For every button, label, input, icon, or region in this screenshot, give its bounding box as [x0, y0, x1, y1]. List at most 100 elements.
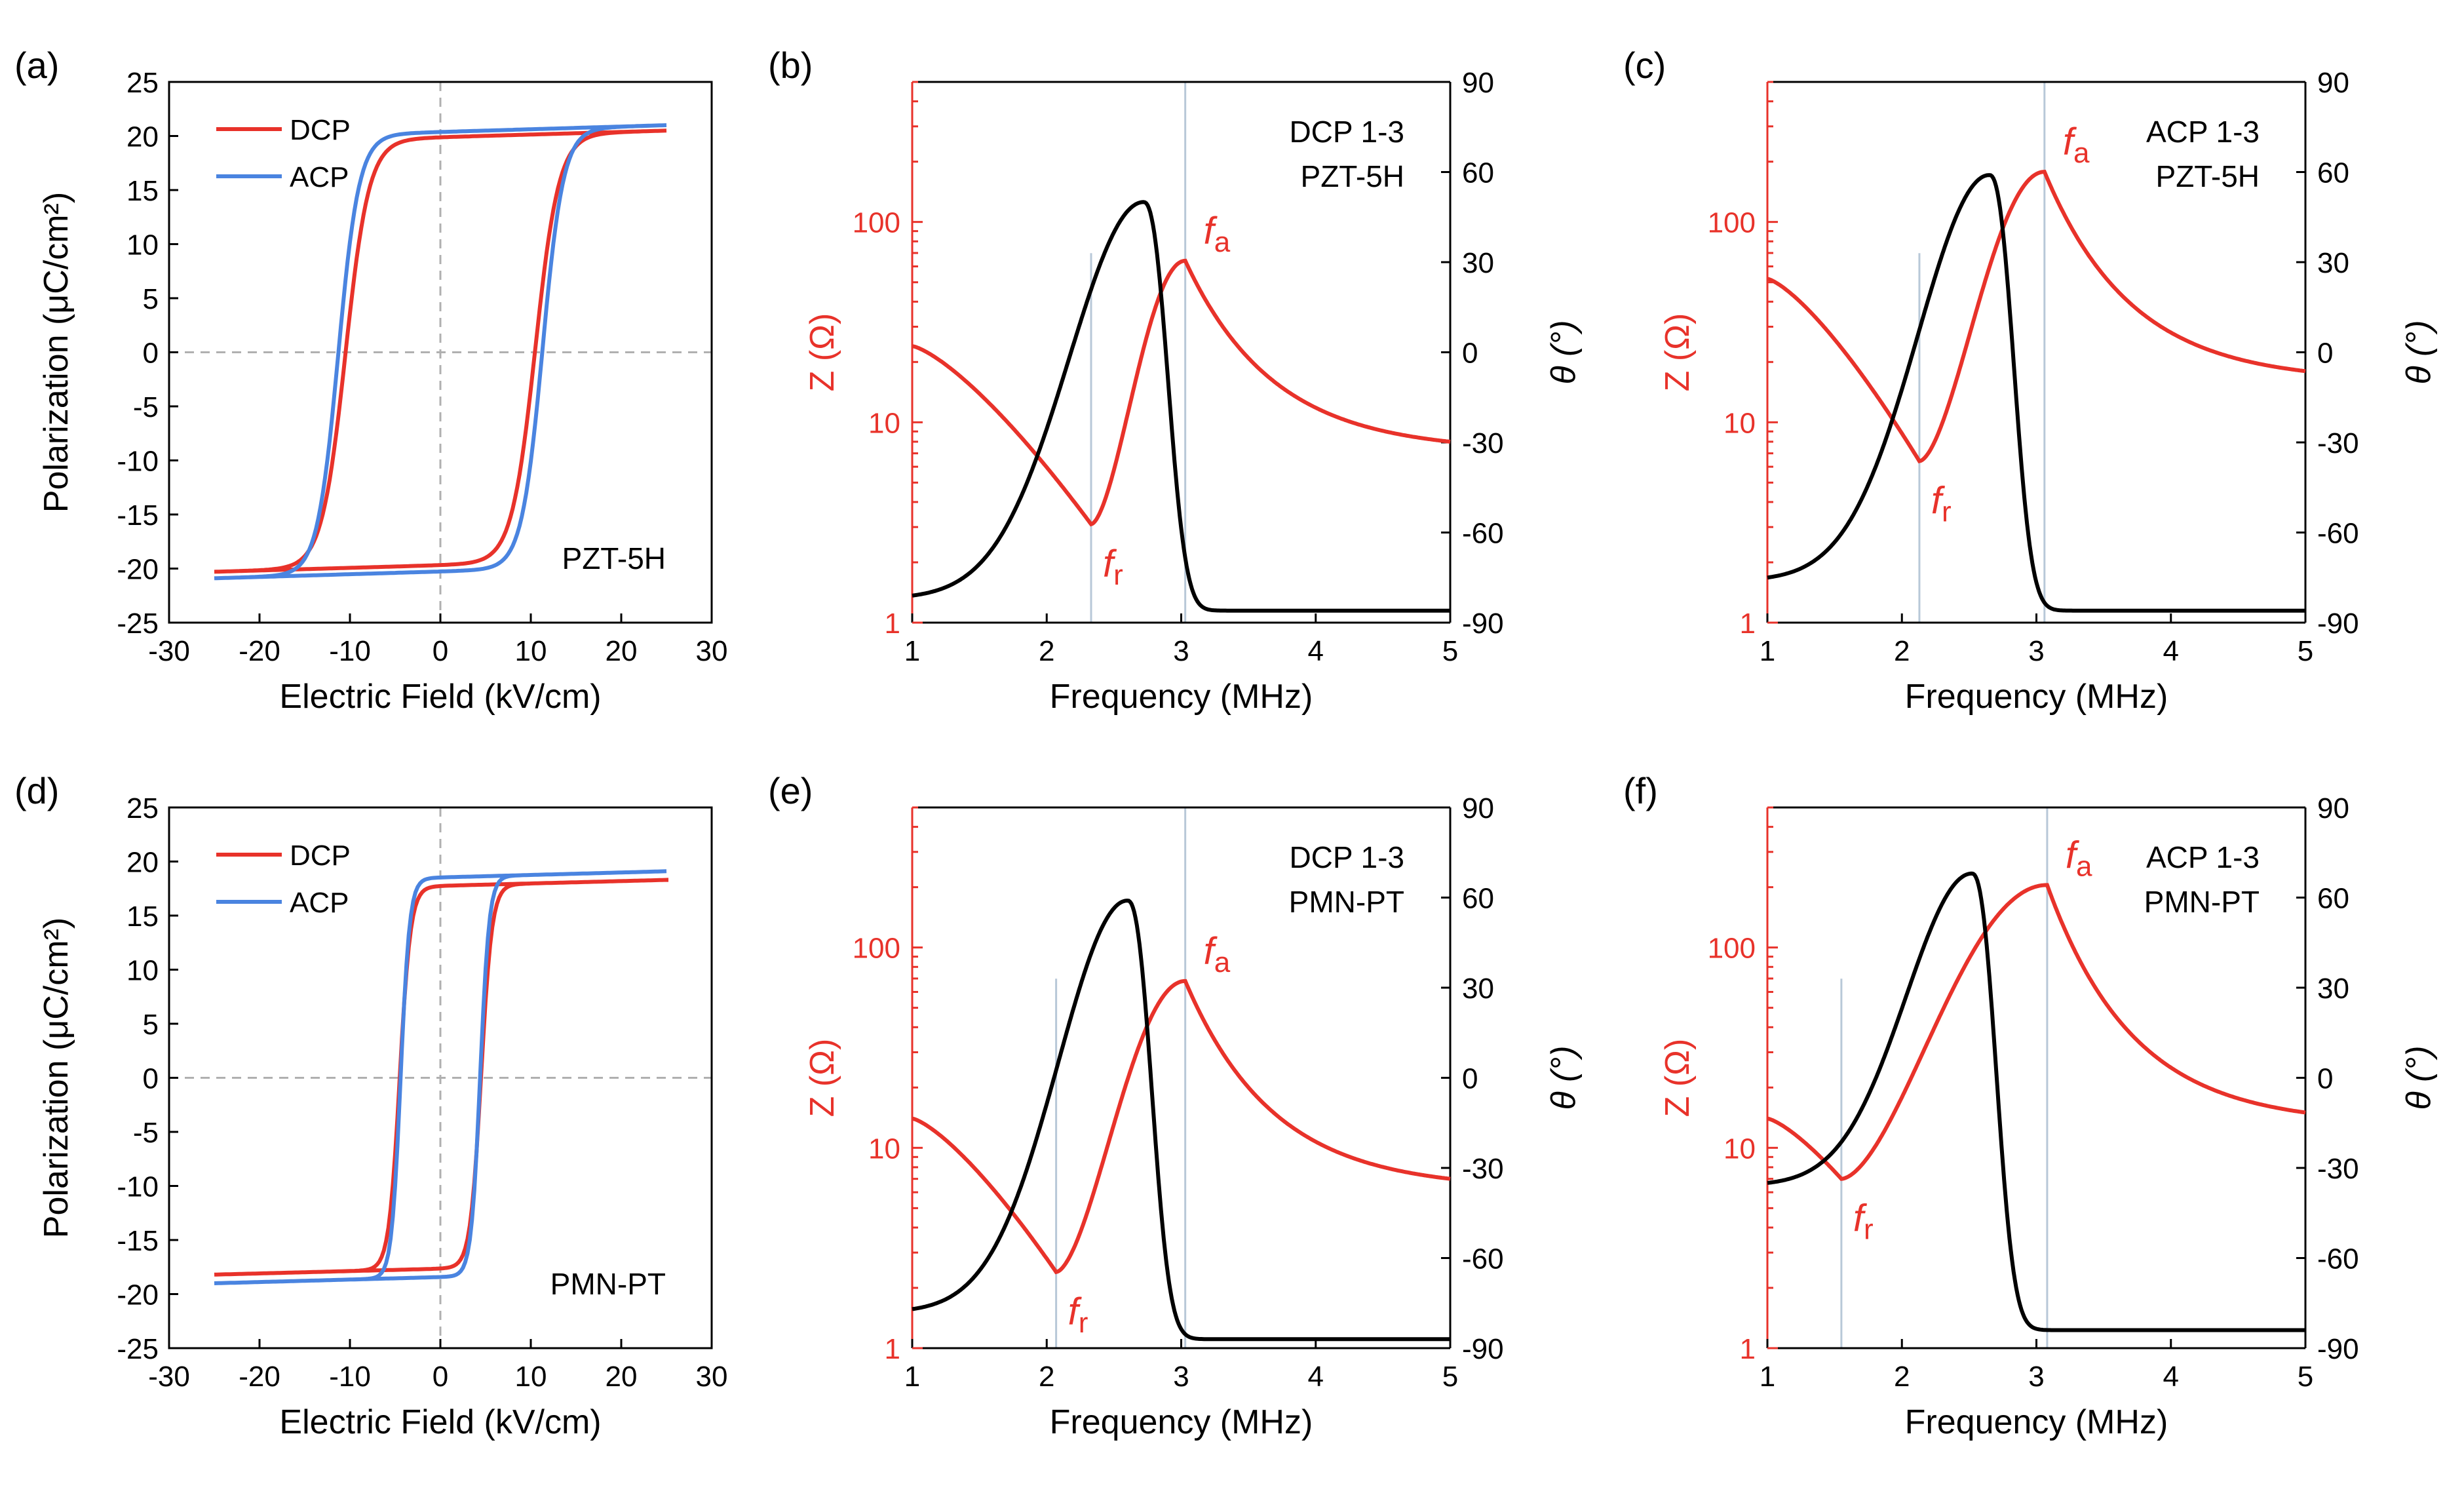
y-right-tick-label: -90 [1462, 608, 1504, 640]
y-right-axis-label: θ (°) [1545, 320, 1583, 384]
y-tick-label: -15 [117, 499, 159, 532]
sample-annotation-line1: DCP 1-3 [1289, 840, 1404, 874]
y-axis-label: Polarization (μC/cm²) [37, 192, 75, 513]
sample-annotation-line2: PMN-PT [2144, 885, 2260, 919]
y-right-tick-label: 60 [1462, 883, 1494, 915]
x-tick-label: 4 [1308, 1361, 1324, 1393]
x-tick-label: 4 [2163, 635, 2179, 667]
y-left-tick-label: 10 [868, 407, 900, 439]
series-acp-loop [214, 123, 667, 581]
y-tick-label: -5 [133, 391, 159, 423]
x-tick-label: 1 [904, 1361, 920, 1393]
x-tick-label: 10 [515, 635, 547, 667]
legend-label-acp: ACP [290, 887, 349, 919]
x-axis-label: Frequency (MHz) [1905, 678, 2168, 716]
fr-label: fr [1068, 1290, 1088, 1339]
x-tick-label: 20 [606, 1361, 638, 1393]
series-dcp-loop [214, 878, 668, 1277]
fa-label: fa [2063, 121, 2090, 169]
y-tick-label: 25 [126, 792, 159, 824]
x-tick-label: 5 [1442, 1361, 1458, 1393]
x-axis-label: Frequency (MHz) [1905, 1403, 2168, 1441]
y-right-tick-label: -30 [1462, 427, 1504, 459]
y-right-tick-label: 30 [1462, 973, 1494, 1005]
y-tick-label: 5 [143, 1009, 159, 1041]
y-right-tick-label: 0 [1462, 1063, 1478, 1095]
x-tick-label: 4 [2163, 1361, 2179, 1393]
x-tick-label: 3 [1173, 635, 1189, 667]
x-tick-label: -30 [148, 635, 190, 667]
x-tick-label: -30 [148, 1361, 190, 1393]
y-right-tick-label: 0 [2317, 338, 2333, 370]
x-tick-label: 5 [2298, 1361, 2313, 1393]
fa-label: fa [1204, 930, 1231, 979]
x-tick-label: -20 [239, 1361, 280, 1393]
fa-label: fa [1204, 210, 1231, 258]
y-left-tick-label: 100 [853, 933, 900, 965]
y-right-axis-label: θ (°) [2400, 1045, 2438, 1110]
y-left-tick-label: 10 [1723, 1133, 1756, 1165]
y-tick-label: 25 [126, 67, 159, 99]
y-left-tick-label: 100 [1708, 933, 1756, 965]
y-right-tick-label: 60 [1462, 157, 1494, 189]
x-tick-label: 0 [433, 635, 448, 667]
x-axis-label: Frequency (MHz) [1050, 1403, 1313, 1441]
y-left-axis-label: Z (Ω) [803, 313, 841, 392]
x-tick-label: 20 [606, 635, 638, 667]
y-right-tick-label: 90 [1462, 67, 1494, 99]
phase-curve [912, 899, 1450, 1342]
x-axis-label: Electric Field (kV/cm) [279, 678, 601, 716]
y-tick-label: 10 [126, 229, 159, 262]
y-right-tick-label: -90 [2317, 608, 2359, 640]
phase-curve [912, 200, 1450, 613]
impedance-curve [1767, 169, 2306, 464]
x-tick-label: 3 [1173, 1361, 1189, 1393]
y-left-tick-label: 10 [868, 1133, 900, 1165]
legend-label-acp: ACP [290, 161, 349, 193]
sample-annotation-line1: ACP 1-3 [2146, 115, 2260, 149]
panel-a: -30 -20 -10 0 10 20 30 25 20 15 10 5 0 -5 -10 -15 -20 -25… [14, 45, 727, 716]
panel-label: (d) [14, 770, 59, 811]
series-dcp-loop [214, 128, 667, 574]
x-tick-label: 0 [433, 1361, 448, 1393]
x-tick-label: 4 [1308, 635, 1324, 667]
y-right-axis-label: θ (°) [2400, 320, 2438, 384]
phase-curve [1767, 871, 2305, 1332]
y-right-tick-label: -30 [2317, 1153, 2359, 1185]
y-left-tick-label: 1 [1740, 608, 1756, 640]
y-right-tick-label: 0 [1462, 338, 1478, 370]
x-tick-label: 3 [2028, 635, 2044, 667]
x-axis-label: Frequency (MHz) [1050, 678, 1313, 716]
sample-annotation-line2: PMN-PT [1289, 885, 1404, 919]
y-right-axis-label: θ (°) [1545, 1045, 1583, 1110]
y-axis-label: Polarization (μC/cm²) [37, 918, 75, 1238]
y-tick-label: 0 [143, 1063, 159, 1095]
y-right-tick-label: 60 [2317, 157, 2349, 189]
fr-label: fr [1853, 1197, 1874, 1246]
y-tick-label: -5 [133, 1117, 159, 1149]
x-tick-label: 30 [696, 1361, 728, 1393]
y-tick-label: -25 [117, 1333, 159, 1365]
x-tick-label: 10 [515, 1361, 547, 1393]
y-right-tick-label: 90 [2317, 67, 2349, 99]
y-tick-label: 20 [126, 121, 159, 153]
fr-label: fr [1103, 543, 1123, 591]
panel-d: -30 -20 -10 0 10 20 30 25 20 15 10 5 0 -5 -10 -15 -20 -25… [14, 770, 727, 1441]
sample-annotation-line1: DCP 1-3 [1289, 115, 1404, 149]
y-tick-label: -20 [117, 1279, 159, 1311]
y-right-tick-label: -30 [1462, 1153, 1504, 1185]
panel-label: (e) [768, 770, 813, 811]
y-left-tick-label: 10 [1723, 407, 1756, 439]
y-right-tick-label: 90 [1462, 792, 1494, 824]
y-tick-label: 20 [126, 847, 159, 879]
x-tick-label: 1 [1760, 1361, 1775, 1393]
y-right-tick-label: 90 [2317, 792, 2349, 824]
material-annotation: PZT-5H [562, 541, 666, 575]
phase-curve [1767, 173, 2305, 613]
x-tick-label: 5 [2298, 635, 2313, 667]
x-tick-label: 2 [1039, 1361, 1054, 1393]
